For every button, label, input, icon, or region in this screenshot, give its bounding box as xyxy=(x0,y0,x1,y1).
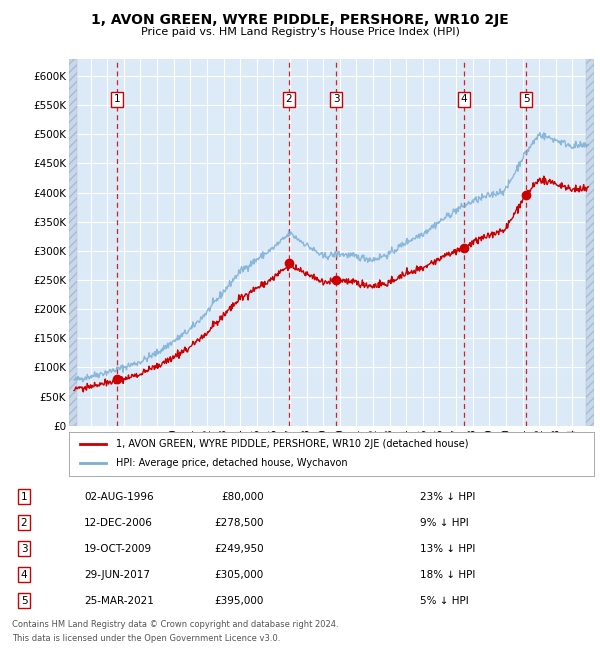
Text: 4: 4 xyxy=(461,94,467,104)
Text: £305,000: £305,000 xyxy=(215,569,264,580)
Text: £395,000: £395,000 xyxy=(215,595,264,606)
Text: HPI: Average price, detached house, Wychavon: HPI: Average price, detached house, Wych… xyxy=(116,458,348,469)
Text: 4: 4 xyxy=(20,569,28,580)
Text: £249,950: £249,950 xyxy=(214,543,264,554)
Text: Price paid vs. HM Land Registry's House Price Index (HPI): Price paid vs. HM Land Registry's House … xyxy=(140,27,460,37)
Text: 3: 3 xyxy=(20,543,28,554)
Text: 29-JUN-2017: 29-JUN-2017 xyxy=(84,569,150,580)
Text: 25-MAR-2021: 25-MAR-2021 xyxy=(84,595,154,606)
Text: 5% ↓ HPI: 5% ↓ HPI xyxy=(420,595,469,606)
Text: 19-OCT-2009: 19-OCT-2009 xyxy=(84,543,152,554)
Text: 23% ↓ HPI: 23% ↓ HPI xyxy=(420,491,475,502)
Text: £278,500: £278,500 xyxy=(215,517,264,528)
Text: 18% ↓ HPI: 18% ↓ HPI xyxy=(420,569,475,580)
Text: 9% ↓ HPI: 9% ↓ HPI xyxy=(420,517,469,528)
Bar xyxy=(69,58,77,426)
Text: 1: 1 xyxy=(113,94,120,104)
Text: 12-DEC-2006: 12-DEC-2006 xyxy=(84,517,153,528)
Text: 2: 2 xyxy=(20,517,28,528)
Text: 5: 5 xyxy=(523,94,530,104)
Text: 1, AVON GREEN, WYRE PIDDLE, PERSHORE, WR10 2JE (detached house): 1, AVON GREEN, WYRE PIDDLE, PERSHORE, WR… xyxy=(116,439,469,449)
Text: 5: 5 xyxy=(20,595,28,606)
Text: 1, AVON GREEN, WYRE PIDDLE, PERSHORE, WR10 2JE: 1, AVON GREEN, WYRE PIDDLE, PERSHORE, WR… xyxy=(91,13,509,27)
Text: 1: 1 xyxy=(20,491,28,502)
Text: 2: 2 xyxy=(286,94,292,104)
Text: 02-AUG-1996: 02-AUG-1996 xyxy=(84,491,154,502)
Text: Contains HM Land Registry data © Crown copyright and database right 2024.: Contains HM Land Registry data © Crown c… xyxy=(12,620,338,629)
Text: 3: 3 xyxy=(333,94,340,104)
Text: 13% ↓ HPI: 13% ↓ HPI xyxy=(420,543,475,554)
Text: £80,000: £80,000 xyxy=(221,491,264,502)
Bar xyxy=(586,58,594,426)
Text: This data is licensed under the Open Government Licence v3.0.: This data is licensed under the Open Gov… xyxy=(12,634,280,644)
